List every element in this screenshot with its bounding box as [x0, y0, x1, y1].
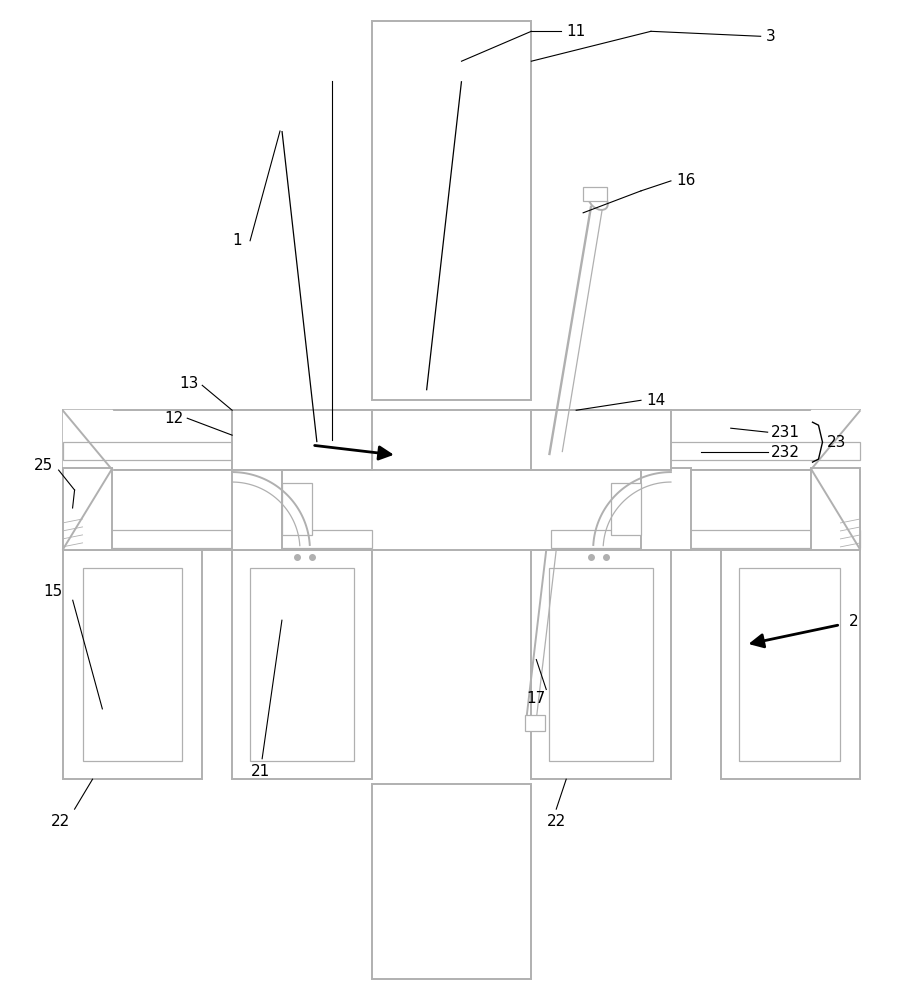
Bar: [233, 550, 372, 779]
Bar: [532, 550, 671, 779]
Bar: [282, 483, 312, 535]
Text: 22: 22: [546, 814, 566, 829]
Bar: [233, 468, 282, 550]
Bar: [810, 468, 860, 550]
Bar: [63, 550, 202, 779]
Bar: [63, 410, 860, 470]
Text: 22: 22: [52, 814, 70, 829]
Bar: [549, 568, 653, 761]
Bar: [233, 410, 372, 470]
Text: 14: 14: [646, 393, 665, 408]
Bar: [583, 187, 607, 201]
Text: 21: 21: [250, 764, 270, 779]
Bar: [611, 483, 641, 535]
Text: 16: 16: [676, 173, 695, 188]
Bar: [372, 784, 532, 979]
Text: 25: 25: [33, 458, 53, 473]
Bar: [641, 468, 690, 550]
Bar: [63, 530, 372, 548]
Bar: [63, 442, 372, 460]
Ellipse shape: [589, 192, 608, 210]
Text: 13: 13: [179, 376, 198, 391]
Polygon shape: [810, 410, 860, 470]
Bar: [63, 468, 113, 550]
Bar: [82, 568, 182, 761]
Bar: [551, 442, 860, 460]
Polygon shape: [63, 410, 113, 470]
Bar: [63, 470, 860, 550]
Text: 232: 232: [771, 445, 799, 460]
Text: 3: 3: [766, 29, 775, 44]
Text: 23: 23: [826, 435, 845, 450]
Text: 231: 231: [771, 425, 799, 440]
Bar: [532, 410, 671, 470]
Text: 15: 15: [43, 584, 63, 599]
Text: 12: 12: [164, 411, 184, 426]
Text: 1: 1: [233, 233, 242, 248]
Text: 17: 17: [527, 691, 545, 706]
Bar: [525, 715, 545, 731]
Bar: [738, 568, 841, 761]
Bar: [372, 21, 532, 400]
Bar: [551, 530, 860, 548]
Bar: [250, 568, 354, 761]
Text: 2: 2: [848, 614, 858, 629]
Text: 11: 11: [566, 24, 585, 39]
Bar: [721, 550, 860, 779]
